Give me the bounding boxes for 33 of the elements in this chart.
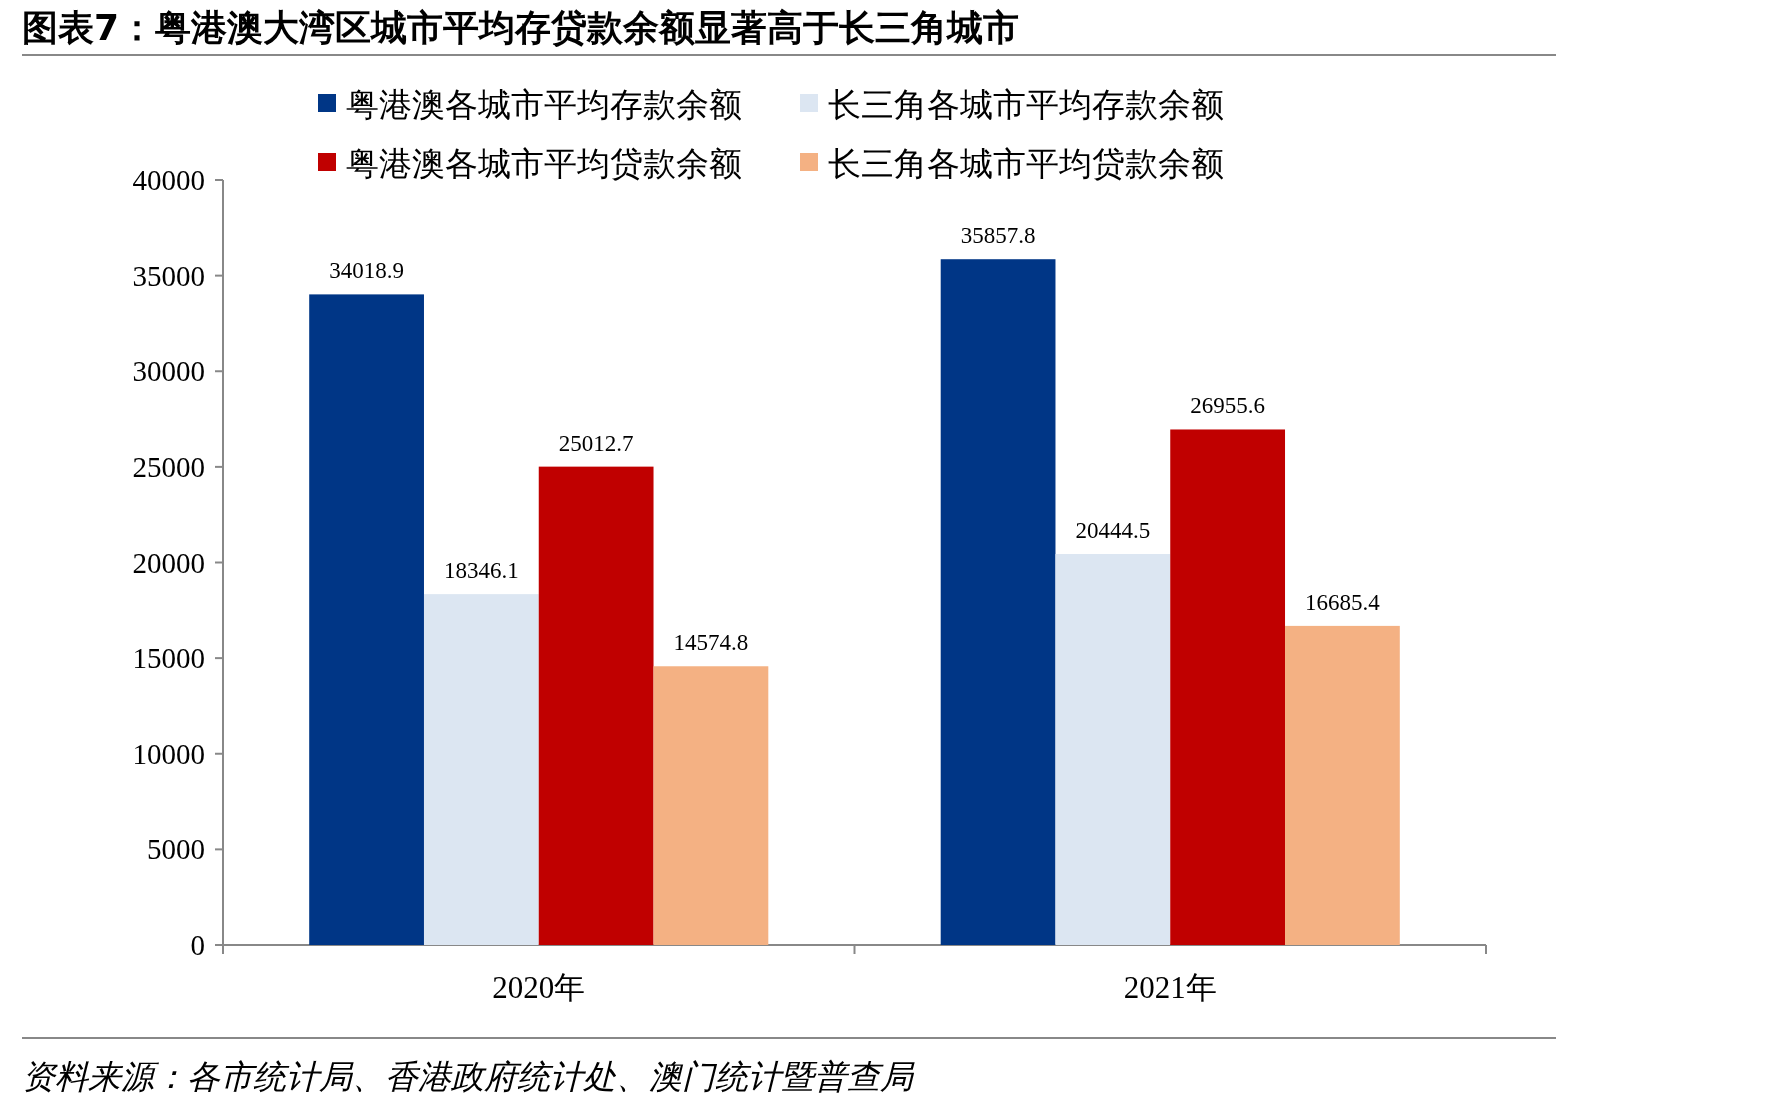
bar [1285, 625, 1400, 945]
y-tick-label: 30000 [132, 355, 205, 388]
bar [1055, 554, 1171, 945]
text: 资料来源：各市统计局、香港政府统计处、澳门统计暨普查局 [22, 1057, 915, 1096]
legend-label: 长三角各城市平均贷款余额 [828, 144, 1224, 183]
bar [653, 666, 769, 945]
data-label: 25012.7 [558, 430, 634, 456]
x-tick-label: 2020年 [492, 970, 586, 1005]
data-label: 16685.4 [1305, 589, 1381, 615]
data-label: 26955.6 [1190, 393, 1266, 419]
y-tick-label: 10000 [132, 737, 205, 770]
data-label: 18346.1 [443, 558, 519, 584]
legend-label: 粤港澳各城市平均贷款余额 [346, 144, 742, 183]
y-tick-label: 0 [190, 929, 205, 961]
bar [1170, 429, 1286, 945]
legend-label: 长三角各城市平均存款余额 [828, 85, 1224, 124]
bar [538, 466, 654, 945]
y-tick-label: 15000 [132, 642, 205, 675]
data-label: 14574.8 [673, 630, 749, 656]
bar [940, 259, 1056, 945]
data-label: 35857.8 [960, 223, 1036, 249]
y-tick-label: 35000 [132, 259, 205, 292]
legend-label: 粤港澳各城市平均存款余额 [346, 85, 742, 124]
y-tick-label: 20000 [132, 546, 205, 579]
y-tick-label: 25000 [132, 450, 205, 483]
y-tick-label: 5000 [147, 833, 205, 866]
bar [423, 594, 539, 945]
x-tick-label: 2021年 [1123, 970, 1217, 1005]
data-label: 20444.5 [1075, 518, 1151, 543]
chart-title: 图表7：粤港澳大湾区城市平均存贷款余额显著高于长三角城市 [22, 7, 1020, 48]
y-tick-label: 40000 [132, 164, 205, 196]
bar [309, 294, 424, 945]
data-label: 34018.9 [329, 258, 404, 284]
